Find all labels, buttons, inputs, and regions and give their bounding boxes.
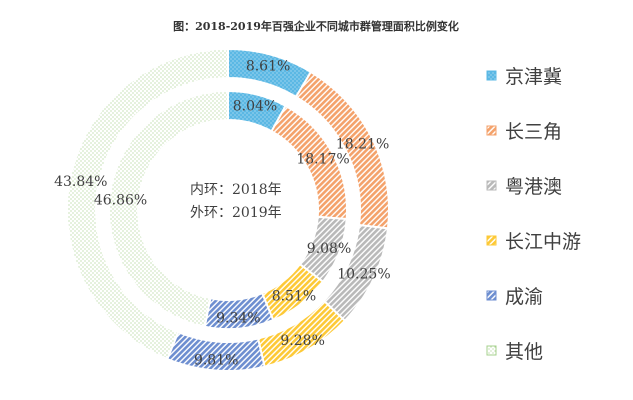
inner-label-京津冀: 8.04% [233, 98, 277, 114]
inner-label-长江中游: 8.51% [272, 289, 316, 305]
inner-label-其他: 46.86% [94, 192, 147, 208]
legend-label-长江中游: 长江中游 [505, 231, 581, 253]
legend-label-长三角: 长三角 [505, 121, 562, 143]
legend-swatch-成渝 [486, 290, 497, 301]
center-label-outer: 外环：2019年 [190, 205, 282, 221]
chart-title: 图：2018-2019年百强企业不同城市群管理面积比例变化 [173, 19, 459, 33]
outer-label-长江中游: 9.28% [280, 333, 324, 349]
chart-marks [66, 47, 390, 372]
inner-slice-其他 [108, 89, 229, 328]
legend-label-粤港澳: 粤港澳 [505, 176, 562, 198]
outer-slice-其他 [66, 47, 229, 361]
center-label-inner: 内环：2018年 [190, 182, 282, 198]
outer-label-京津冀: 8.61% [246, 58, 290, 74]
inner-label-成渝: 9.34% [216, 311, 260, 327]
legend-swatch-长三角 [486, 125, 497, 136]
data-labels: 8.04% 18.17% 9.08% 8.51% 9.34% 46.86% 8.61% 18.… [54, 58, 391, 368]
legend-label-京津冀: 京津冀 [505, 66, 562, 88]
outer-label-其他: 43.84% [54, 174, 107, 190]
outer-label-粤港澳: 10.25% [337, 266, 390, 282]
legend-swatch-京津冀 [486, 70, 497, 81]
legend-swatch-长江中游 [486, 235, 497, 246]
legend-swatch-其他 [486, 345, 497, 356]
outer-label-长三角: 18.21% [336, 137, 389, 153]
outer-label-成渝: 9.81% [194, 353, 238, 369]
legend-label-成渝: 成渝 [505, 286, 543, 308]
legend-swatch-粤港澳 [486, 180, 497, 191]
inner-label-长三角: 18.17% [296, 152, 349, 168]
legend-label-其他: 其他 [505, 341, 543, 363]
inner-label-粤港澳: 9.08% [307, 241, 351, 257]
